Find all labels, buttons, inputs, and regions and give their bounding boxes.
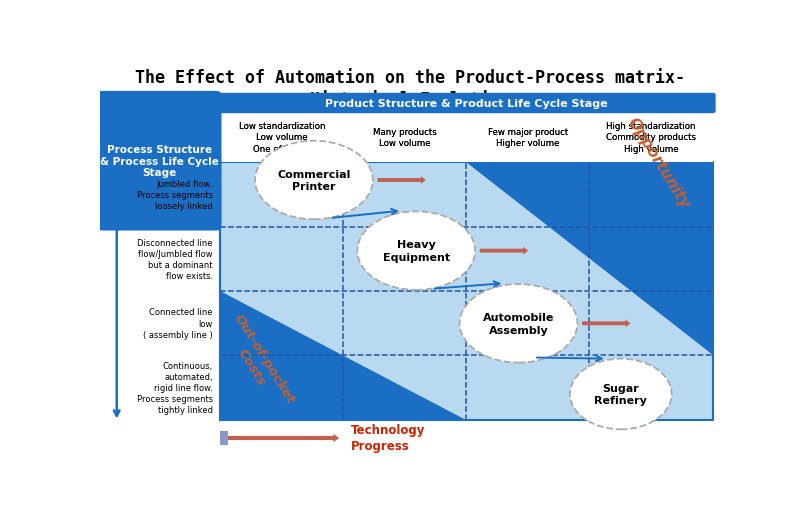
Polygon shape [220,291,466,420]
Ellipse shape [570,359,672,430]
Bar [220,431,228,445]
Text: Disconnected line
flow/Jumbled flow
but a dominant
flow exists.: Disconnected line flow/Jumbled flow but … [138,238,213,280]
Text: Product Structure & Product Life Cycle Stage: Product Structure & Product Life Cycle S… [325,99,608,109]
Text: Many products
Low volume: Many products Low volume [373,127,437,148]
Text: Few major product
Higher volume: Few major product Higher volume [488,127,568,148]
Polygon shape [466,163,713,355]
Text: Heavy
Equipment: Heavy Equipment [382,240,450,262]
Text: Technology
Progress: Technology Progress [351,423,426,453]
Text: Sugar
Refinery: Sugar Refinery [594,383,647,405]
Text: Automobile
Assembly: Automobile Assembly [483,313,554,335]
Text: Jumbled flow.
Process segments
loosely linked: Jumbled flow. Process segments loosely l… [137,180,213,211]
Text: Low standardization
Low volume
One of a kind: Low standardization Low volume One of a … [238,122,325,153]
Text: Connected line
low
( assembly line ): Connected line low ( assembly line ) [143,308,213,339]
FancyBboxPatch shape [97,92,222,231]
Text: High standardization
Commodity products
High volume: High standardization Commodity products … [606,122,696,153]
Text: Continuous,
automated,
rigid line flow.
Process segments
tightly linked: Continuous, automated, rigid line flow. … [137,361,213,414]
Text: Few major product
Higher volume: Few major product Higher volume [488,127,568,148]
Text: Low standardization
Low volume
One of a kind: Low standardization Low volume One of a … [238,122,325,153]
Text: Out-of-pocket
Costs: Out-of-pocket Costs [219,312,298,414]
FancyBboxPatch shape [217,94,716,114]
Bar [220,112,713,163]
Text: The Effect of Automation on the Product-Process matrix-
Historical Evolution: The Effect of Automation on the Product-… [135,69,685,109]
Ellipse shape [358,212,475,290]
Text: Many products
Low volume: Many products Low volume [373,127,437,148]
Text: High standardization
Commodity products
High volume: High standardization Commodity products … [606,122,696,153]
Text: Process Structure
& Process Life Cycle
Stage: Process Structure & Process Life Cycle S… [100,145,218,178]
Bar [220,163,713,420]
Text: Opportunity: Opportunity [624,115,692,211]
Ellipse shape [459,285,578,363]
Ellipse shape [255,142,373,220]
Text: Commercial
Printer: Commercial Printer [278,169,350,192]
